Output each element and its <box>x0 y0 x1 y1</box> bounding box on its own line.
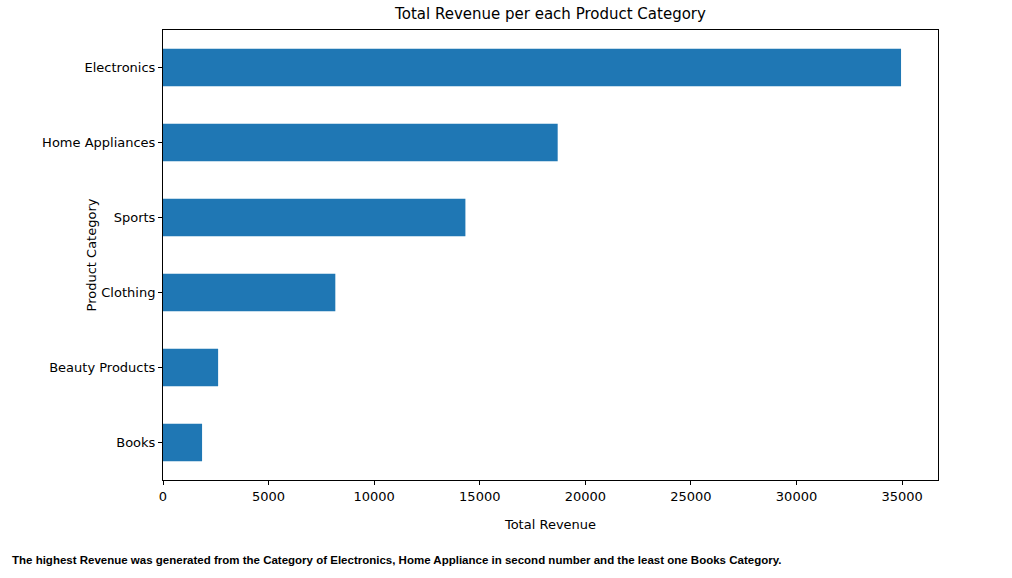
svg-text:The highest Revenue was genera: The highest Revenue was generated from t… <box>12 554 781 566</box>
svg-text:35000: 35000 <box>881 489 922 504</box>
svg-text:Total Revenue per each Product: Total Revenue per each Product Category <box>394 5 706 23</box>
svg-text:Home Appliances: Home Appliances <box>42 135 155 150</box>
svg-text:0: 0 <box>159 489 167 504</box>
svg-text:Clothing: Clothing <box>101 285 155 300</box>
svg-text:10000: 10000 <box>353 489 394 504</box>
svg-text:30000: 30000 <box>776 489 817 504</box>
svg-text:Electronics: Electronics <box>85 60 156 75</box>
svg-text:Product Category: Product Category <box>84 198 99 311</box>
svg-text:Sports: Sports <box>114 210 156 225</box>
svg-text:15000: 15000 <box>459 489 500 504</box>
svg-text:Books: Books <box>116 435 155 450</box>
svg-text:Beauty Products: Beauty Products <box>49 360 155 375</box>
svg-text:Total Revenue: Total Revenue <box>504 517 596 532</box>
svg-text:25000: 25000 <box>670 489 711 504</box>
svg-text:5000: 5000 <box>252 489 285 504</box>
svg-text:20000: 20000 <box>565 489 606 504</box>
